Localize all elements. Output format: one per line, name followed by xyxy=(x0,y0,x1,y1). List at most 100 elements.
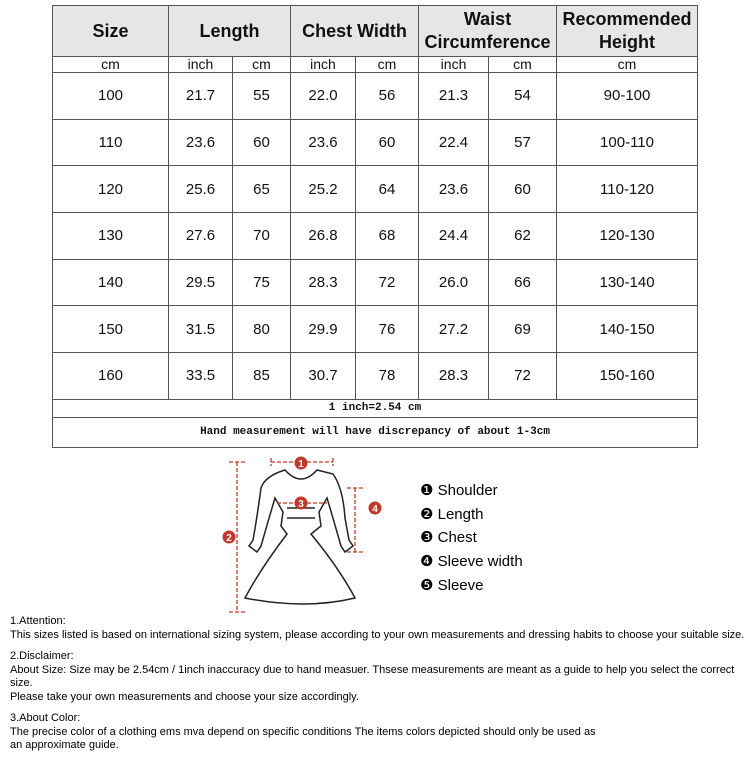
conversion-row: 1 inch=2.54 cm xyxy=(51,398,699,418)
data-cell: 100 xyxy=(52,72,169,120)
note-line: an approximate guide. xyxy=(10,739,119,751)
note-title: 2.Disclaimer: xyxy=(10,650,74,662)
data-cell: 57 xyxy=(488,118,558,167)
data-cell: 100-110 xyxy=(556,118,699,167)
note-line: This sizes listed is based on internatio… xyxy=(10,628,745,641)
header-cell: Size xyxy=(52,5,169,57)
data-cell: 75 xyxy=(232,258,291,307)
data-row: 130 27.6 70 26.8 68 24.4 62 120-130 xyxy=(52,212,699,260)
data-cell: 130 xyxy=(52,212,169,260)
data-cell: 25.6 xyxy=(168,165,233,214)
unit-cell: inch xyxy=(418,56,490,73)
marker-circle xyxy=(294,496,308,510)
data-cell: 78 xyxy=(354,352,420,400)
unit-cell: cm xyxy=(232,56,291,73)
data-row: 120 25.6 65 25.2 64 23.6 60 110-120 xyxy=(52,165,699,214)
data-cell: 56 xyxy=(354,72,420,120)
note: Hand measurement will have discrepancy o… xyxy=(51,416,699,448)
data-cell: 60 xyxy=(354,118,420,167)
marker-number: 2 xyxy=(226,533,232,544)
data-cell: 150 xyxy=(52,305,169,354)
data-cell: 22.0 xyxy=(290,72,356,120)
data-cell: 140-150 xyxy=(556,305,699,354)
header-cell: Recommended Height xyxy=(556,5,699,57)
data-cell: 21.7 xyxy=(168,72,233,120)
legend-item: ❺ Sleeve xyxy=(420,576,484,594)
data-cell: 120-130 xyxy=(556,212,699,260)
data-cell: 90-100 xyxy=(556,72,699,120)
data-cell: 29.9 xyxy=(290,305,356,354)
data-cell: 24.4 xyxy=(418,212,490,260)
data-cell: 66 xyxy=(488,258,558,307)
note-line: The precise color of a clothing ems mva … xyxy=(10,725,596,738)
marker-number: 1 xyxy=(298,459,304,470)
marker-circle xyxy=(222,530,236,544)
data-cell: 72 xyxy=(488,352,558,400)
data-cell: 33.5 xyxy=(168,352,233,400)
data-cell: 31.5 xyxy=(168,305,233,354)
data-cell: 65 xyxy=(232,165,291,214)
conversion: 1 inch=2.54 cm xyxy=(51,398,699,418)
unit-cell: inch xyxy=(290,56,356,73)
unit-cell: cm xyxy=(52,56,169,73)
marker-number: 4 xyxy=(372,504,378,515)
header-cell: Waist Circumference xyxy=(418,5,558,57)
data-row: 100 21.7 55 22.0 56 21.3 54 90-100 xyxy=(52,72,699,120)
data-cell: 23.6 xyxy=(290,118,356,167)
unit-cell: cm xyxy=(488,56,558,73)
data-cell: 70 xyxy=(232,212,291,260)
data-cell: 28.3 xyxy=(418,352,490,400)
data-cell: 60 xyxy=(488,165,558,214)
legend-item: ❹ Sleeve width xyxy=(420,553,523,571)
note-section: 2.Disclaimer: About Size: Size may be 2.5… xyxy=(10,650,750,704)
data-cell: 120 xyxy=(52,165,169,214)
unit-cell: cm xyxy=(354,56,420,73)
data-cell: 68 xyxy=(354,212,420,260)
data-cell: 110-120 xyxy=(556,165,699,214)
data-cell: 130-140 xyxy=(556,258,699,307)
unit-cell: cm xyxy=(556,56,699,73)
data-cell: 26.0 xyxy=(418,258,490,307)
header-cell: Chest Width xyxy=(289,5,420,57)
notes: 1.Attention: This sizes listed is based o… xyxy=(10,615,750,761)
data-cell: 76 xyxy=(354,305,420,354)
data-row: 150 31.5 80 29.9 76 27.2 69 140-150 xyxy=(52,305,699,354)
data-cell: 28.3 xyxy=(290,258,356,307)
note-line: About Size: Size may be 2.54cm / 1inch i… xyxy=(10,663,735,690)
data-cell: 55 xyxy=(232,72,291,120)
marker-circle xyxy=(368,501,382,515)
dress-diagram: 1 2 3 4 xyxy=(222,456,382,613)
data-cell: 85 xyxy=(232,352,291,400)
unit-cell: inch xyxy=(168,56,233,73)
data-row: 140 29.5 75 28.3 72 26.0 66 130-140 xyxy=(52,258,699,307)
data-cell: 110 xyxy=(52,118,169,167)
data-cell: 30.7 xyxy=(290,352,356,400)
header-row: Size Length Chest Width Waist Circumference… xyxy=(52,5,699,57)
legend: ❶ Shoulder ❷ Length ❸ Chest ❹ Sleeve width ❺… xyxy=(420,479,523,598)
note-row: Hand measurement will have discrepancy o… xyxy=(51,416,699,448)
data-cell: 27.6 xyxy=(168,212,233,260)
legend-item: ❶ Shoulder xyxy=(420,482,498,499)
data-cell: 64 xyxy=(354,165,420,214)
data-cell: 27.2 xyxy=(418,305,490,354)
units-row: cm inch cm inch cm inch cm cm xyxy=(52,56,699,73)
note-title: 1.Attention: xyxy=(10,615,66,627)
data-cell: 23.6 xyxy=(418,165,490,214)
data-cell: 69 xyxy=(488,305,558,354)
marker-number: 3 xyxy=(298,499,304,510)
marker-circle xyxy=(294,456,308,470)
data-cell: 140 xyxy=(52,258,169,307)
data-cell: 23.6 xyxy=(168,118,233,167)
data-row: 110 23.6 60 23.6 60 22.4 57 100-110 xyxy=(52,118,699,167)
note-section: 1.Attention: This sizes listed is based o… xyxy=(10,615,750,642)
data-cell: 160 xyxy=(52,352,169,400)
data-cell: 62 xyxy=(488,212,558,260)
data-cell: 80 xyxy=(232,305,291,354)
data-cell: 25.2 xyxy=(290,165,356,214)
data-cell: 21.3 xyxy=(418,72,490,120)
note-section: 3.About Color: The precise color of a clo… xyxy=(10,712,750,753)
data-cell: 22.4 xyxy=(418,118,490,167)
data-cell: 60 xyxy=(232,118,291,167)
legend-item: ❷ Length xyxy=(420,505,484,523)
